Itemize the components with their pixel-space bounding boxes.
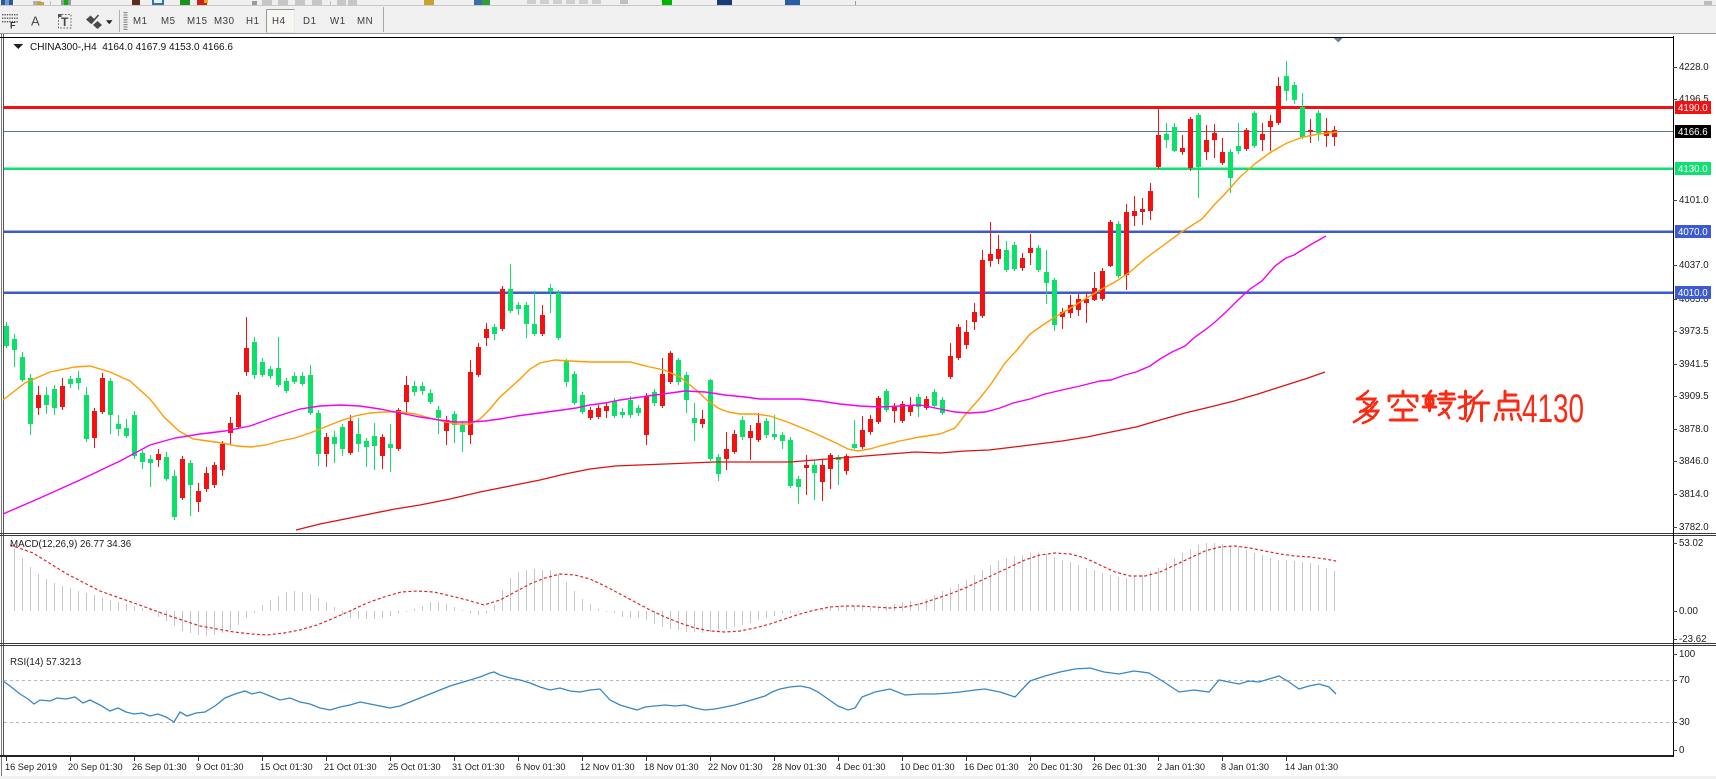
svg-text:0: 0 <box>1679 745 1685 756</box>
svg-text:4005.0: 4005.0 <box>1679 294 1709 305</box>
svg-text:26 Sep 01:30: 26 Sep 01:30 <box>132 762 187 772</box>
svg-text:16 Sep 2019: 16 Sep 2019 <box>5 762 57 772</box>
svg-text:100: 100 <box>1679 649 1696 660</box>
svg-text:15 Oct 01:30: 15 Oct 01:30 <box>260 762 313 772</box>
svg-text:4166.6: 4166.6 <box>1678 127 1708 138</box>
svg-text:4130.0: 4130.0 <box>1678 164 1708 175</box>
svg-text:4130: 4130 <box>1522 387 1584 431</box>
svg-text:26 Dec 01:30: 26 Dec 01:30 <box>1092 762 1147 772</box>
svg-text:4 Dec 01:30: 4 Dec 01:30 <box>836 762 886 772</box>
svg-text:A: A <box>31 14 40 29</box>
svg-text:30: 30 <box>1679 717 1690 728</box>
svg-text:T: T <box>61 15 69 29</box>
svg-text:53.02: 53.02 <box>1679 538 1703 549</box>
svg-text:10 Dec 01:30: 10 Dec 01:30 <box>900 762 955 772</box>
svg-text:2 Jan 01:30: 2 Jan 01:30 <box>1157 762 1205 772</box>
svg-text:9 Oct 01:30: 9 Oct 01:30 <box>196 762 244 772</box>
svg-text:16 Dec 01:30: 16 Dec 01:30 <box>964 762 1019 772</box>
svg-text:F: F <box>10 21 16 31</box>
svg-text:12 Nov 01:30: 12 Nov 01:30 <box>580 762 635 772</box>
svg-text:14 Jan 01:30: 14 Jan 01:30 <box>1285 762 1338 772</box>
svg-text:3782.0: 3782.0 <box>1679 522 1709 533</box>
svg-text:4037.0: 4037.0 <box>1679 260 1709 271</box>
svg-text:4228.0: 4228.0 <box>1679 62 1709 73</box>
svg-text:70: 70 <box>1679 675 1690 686</box>
svg-text:8 Jan 01:30: 8 Jan 01:30 <box>1221 762 1269 772</box>
svg-text:3941.5: 3941.5 <box>1679 359 1709 370</box>
svg-text:3878.0: 3878.0 <box>1679 424 1709 435</box>
svg-text:4190.0: 4190.0 <box>1678 103 1708 114</box>
svg-text:3909.5: 3909.5 <box>1679 391 1709 402</box>
svg-text:4070.0: 4070.0 <box>1678 227 1708 238</box>
svg-text:3846.0: 3846.0 <box>1679 456 1709 467</box>
svg-text:6 Nov 01:30: 6 Nov 01:30 <box>516 762 566 772</box>
svg-text:CHINA300-,H4 4164.0 4167.9 41: CHINA300-,H4 4164.0 4167.9 4153.0 4166.6 <box>30 42 233 53</box>
svg-text:4010.0: 4010.0 <box>1678 288 1708 299</box>
svg-text:22 Nov 01:30: 22 Nov 01:30 <box>708 762 763 772</box>
svg-text:0.00: 0.00 <box>1679 606 1698 617</box>
svg-text:RSI(14) 57.3213: RSI(14) 57.3213 <box>10 657 81 668</box>
svg-text:25 Oct 01:30: 25 Oct 01:30 <box>388 762 441 772</box>
svg-text:-23.62: -23.62 <box>1679 634 1706 645</box>
svg-text:31 Oct 01:30: 31 Oct 01:30 <box>452 762 505 772</box>
svg-text:21 Oct 01:30: 21 Oct 01:30 <box>324 762 377 772</box>
svg-text:3814.0: 3814.0 <box>1679 489 1709 500</box>
svg-text:28 Nov 01:30: 28 Nov 01:30 <box>772 762 827 772</box>
svg-text:20 Sep 01:30: 20 Sep 01:30 <box>68 762 123 772</box>
svg-text:4196.5: 4196.5 <box>1679 94 1709 105</box>
svg-text:20 Dec 01:30: 20 Dec 01:30 <box>1028 762 1083 772</box>
svg-text:MACD(12,26,9) 26.77 34.36: MACD(12,26,9) 26.77 34.36 <box>10 539 131 550</box>
svg-text:18 Nov 01:30: 18 Nov 01:30 <box>644 762 699 772</box>
svg-text:4101.0: 4101.0 <box>1679 195 1709 206</box>
svg-text:3973.5: 3973.5 <box>1679 326 1709 337</box>
